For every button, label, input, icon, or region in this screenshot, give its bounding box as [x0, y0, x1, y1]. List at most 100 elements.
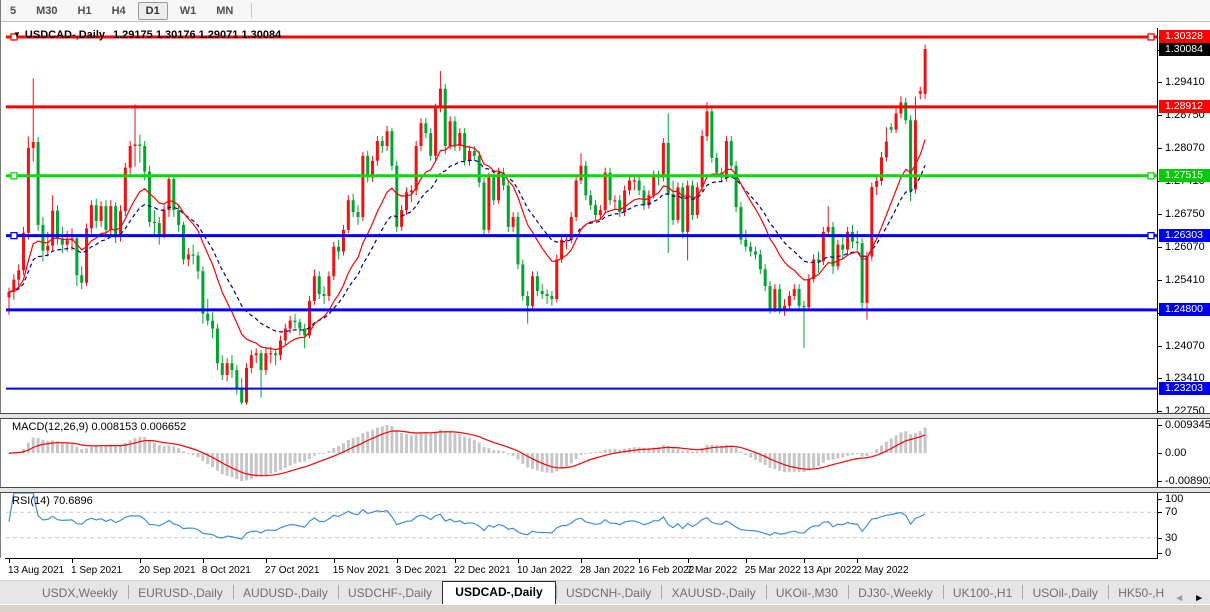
price-tick-label: 1.26070: [1165, 241, 1205, 254]
date-label: 16 Feb 2022: [638, 565, 695, 576]
axis-tick: [1158, 537, 1162, 539]
tab-usdcad-daily[interactable]: USDCAD-,Daily: [442, 581, 556, 604]
timeframe-button-m30[interactable]: M30: [36, 4, 58, 17]
timeframe-button-mn[interactable]: MN: [216, 4, 234, 17]
axis-tick: [1158, 114, 1162, 116]
tabs-scroll-left-icon[interactable]: ◄: [1174, 593, 1185, 604]
chart-dropdown-icon[interactable]: ▼: [13, 30, 21, 39]
date-label: 15 Nov 2021: [332, 565, 390, 576]
time-tick: [745, 559, 747, 563]
axis-tick: [1158, 82, 1162, 84]
time-axis[interactable]: 13 Aug 2021 1 Sep 2021 20 Sep 2021 8 Oct 20…: [0, 558, 1210, 580]
price-level-badge: 1.26303: [1159, 229, 1210, 243]
price-tick-label: 1.28070: [1165, 142, 1205, 155]
panel-splitter[interactable]: [0, 487, 1210, 493]
date-label: 25 Mar 2022: [744, 565, 801, 576]
rsi-scale-label: 0: [1165, 547, 1172, 559]
rsi-panel-canvas[interactable]: [6, 493, 1157, 558]
timeframe-toolbar: 5 M30 H1 H4 D1 W1 MN: [0, 0, 1210, 22]
axis-tick: [1158, 378, 1162, 380]
price-level-badge: 1.30328: [1159, 30, 1210, 44]
time-tick: [139, 559, 141, 563]
price-tick-label: 1.29410: [1165, 76, 1205, 89]
toolbar-separator: [251, 3, 253, 18]
time-tick: [454, 559, 456, 563]
date-label: 1 Sep 2021: [71, 565, 123, 576]
tab-audusd-daily[interactable]: AUDUSD-,Daily: [243, 586, 328, 600]
time-axis-line: [5, 558, 1158, 559]
time-tick: [639, 559, 641, 563]
time-tick: [333, 559, 335, 563]
macd-panel-canvas[interactable]: [6, 419, 1157, 487]
rsi-scale-label: 70: [1165, 506, 1178, 519]
axis-tick: [1158, 453, 1162, 455]
tab-ukoil-m30[interactable]: UKOil-,M30: [775, 586, 838, 600]
axis-tick: [1158, 213, 1162, 215]
date-label: 28 Jan 2022: [579, 565, 636, 576]
axis-tick: [1158, 411, 1162, 412]
tab-scroll-controls: ◄ ►: [1174, 593, 1210, 604]
tabs-scroll-right-icon[interactable]: ►: [1194, 593, 1205, 604]
price-level-badge: 1.23203: [1159, 382, 1210, 396]
rsi-scale-label: 100: [1165, 493, 1184, 505]
rsi-indicator-label: RSI(14) 70.6896: [12, 495, 93, 507]
tab-usdx-weekly[interactable]: USDX,Weekly: [42, 586, 118, 600]
price-tick-label: 1.25410: [1165, 273, 1205, 286]
tab-usdchf-daily[interactable]: USDCHF-,Daily: [348, 586, 433, 600]
price-axis[interactable]: 1.300701.294101.287501.280701.274101.267…: [1157, 28, 1210, 559]
date-label: 7 Mar 2022: [686, 565, 738, 576]
timeframe-button-h1[interactable]: H1: [77, 4, 92, 17]
date-label: 13 Apr 2022: [802, 565, 857, 576]
time-tick: [9, 559, 10, 563]
price-level-badge: 1.27515: [1159, 169, 1210, 183]
price-chart-canvas[interactable]: [6, 28, 1157, 413]
time-tick: [396, 559, 398, 563]
rsi-scale-label: 30: [1165, 531, 1178, 544]
price-level-badge: 1.28912: [1159, 100, 1210, 114]
tab-eurusd-daily[interactable]: EURUSD-,Daily: [138, 586, 223, 600]
price-tick-label: 1.26750: [1165, 207, 1205, 220]
date-label: 8 Oct 2021: [201, 565, 251, 576]
macd-scale-label: -0.008902: [1165, 474, 1210, 487]
time-tick: [265, 559, 267, 563]
tab-xauusd-daily[interactable]: XAUUSD-,Daily: [671, 586, 756, 600]
chart-title: ▼ USDCAD-,Daily 1.29175 1.30176 1.29071 1.…: [13, 29, 281, 41]
tab-hk50-h[interactable]: HK50-,H: [1118, 586, 1165, 600]
axis-tick: [1158, 425, 1162, 426]
timeframe-button-h4[interactable]: H4: [111, 4, 126, 17]
tab-dj30-weekly[interactable]: DJ30-,Weekly: [858, 586, 933, 600]
time-tick: [72, 559, 73, 563]
date-label: 27 Oct 2021: [264, 565, 320, 576]
date-label: 20 Sep 2021: [138, 565, 196, 576]
date-label: 10 Jan 2022: [516, 565, 573, 576]
date-label: 2 May 2022: [856, 565, 909, 576]
macd-scale-label: 0.009345: [1165, 419, 1210, 431]
price-tick-label: 1.24070: [1165, 339, 1205, 352]
axis-tick: [1158, 279, 1162, 281]
timeframe-button-d1[interactable]: D1: [137, 1, 168, 20]
axis-tick: [1158, 480, 1162, 482]
macd-indicator-label: MACD(12,26,9) 0.008153 0.006652: [12, 421, 187, 433]
chart-ohlc-values: 1.29175 1.30176 1.29071 1.30084: [113, 29, 282, 41]
price-tick-label: 1.23410: [1165, 372, 1205, 385]
panel-splitter[interactable]: [0, 413, 1210, 419]
timeframe-button-w1[interactable]: W1: [179, 4, 197, 17]
time-tick: [580, 559, 582, 563]
time-tick: [202, 559, 204, 563]
axis-tick: [1158, 512, 1162, 514]
chart-tab-bar: USDX,Weekly EURUSD-,Daily AUDUSD-,Daily USD…: [0, 580, 1210, 604]
tab-usdcnh-daily[interactable]: USDCNH-,Daily: [565, 586, 652, 600]
time-tick: [857, 559, 859, 563]
date-label: 3 Dec 2021: [395, 565, 447, 576]
axis-tick: [1158, 345, 1162, 347]
timeframe-button-5[interactable]: 5: [10, 4, 17, 17]
time-tick: [517, 559, 519, 563]
tab-uk100-h1[interactable]: UK100-,H1: [952, 586, 1013, 600]
chart-symbol-label: USDCAD-,Daily: [24, 29, 105, 41]
axis-tick: [1158, 247, 1162, 249]
tab-usoil-daily[interactable]: USOil-,Daily: [1032, 586, 1098, 600]
price-level-badge: 1.30084: [1159, 42, 1210, 56]
date-label: 22 Dec 2021: [453, 565, 511, 576]
date-label: 13 Aug 2021: [8, 565, 65, 576]
